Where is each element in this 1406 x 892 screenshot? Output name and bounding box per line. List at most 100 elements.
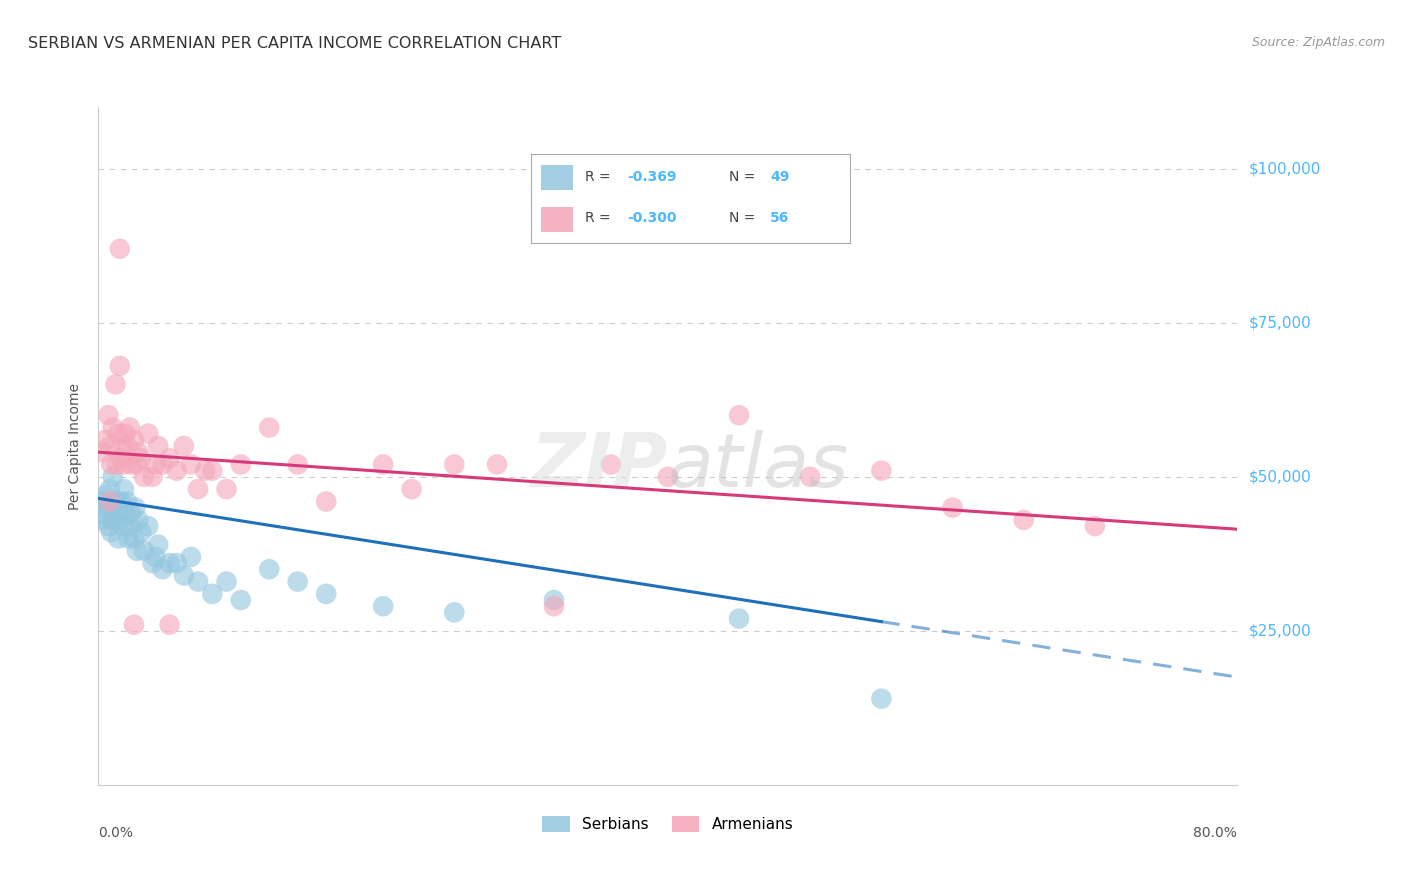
Point bbox=[110, 451, 132, 466]
Point bbox=[132, 470, 155, 484]
Point bbox=[98, 482, 121, 496]
Point bbox=[543, 599, 565, 614]
Point bbox=[118, 519, 141, 533]
Point bbox=[124, 500, 146, 515]
Point bbox=[136, 519, 159, 533]
Point bbox=[229, 458, 252, 472]
Text: 0.0%: 0.0% bbox=[98, 826, 134, 839]
Point bbox=[104, 377, 127, 392]
Point bbox=[180, 549, 202, 564]
Point bbox=[187, 482, 209, 496]
Point bbox=[132, 543, 155, 558]
Text: Source: ZipAtlas.com: Source: ZipAtlas.com bbox=[1251, 36, 1385, 49]
Point bbox=[97, 519, 120, 533]
Point bbox=[108, 242, 131, 256]
Point bbox=[259, 562, 281, 576]
Point bbox=[145, 458, 167, 472]
Point bbox=[94, 433, 117, 447]
Point bbox=[111, 519, 134, 533]
Point bbox=[315, 587, 337, 601]
Text: SERBIAN VS ARMENIAN PER CAPITA INCOME CORRELATION CHART: SERBIAN VS ARMENIAN PER CAPITA INCOME CO… bbox=[28, 36, 561, 51]
Text: $50,000: $50,000 bbox=[1249, 469, 1312, 484]
Point bbox=[486, 458, 509, 472]
Point bbox=[148, 538, 170, 552]
Point bbox=[104, 507, 127, 521]
Point bbox=[148, 439, 170, 453]
Point bbox=[315, 494, 337, 508]
Point bbox=[657, 470, 679, 484]
Point bbox=[173, 439, 195, 453]
Point bbox=[98, 439, 121, 453]
Point bbox=[125, 543, 148, 558]
Point bbox=[201, 464, 224, 478]
Text: $75,000: $75,000 bbox=[1249, 315, 1312, 330]
Point bbox=[122, 532, 145, 546]
Point bbox=[114, 507, 136, 521]
Point bbox=[287, 574, 309, 589]
Text: atlas: atlas bbox=[668, 430, 849, 502]
Point bbox=[229, 593, 252, 607]
Point bbox=[173, 568, 195, 582]
Point bbox=[145, 549, 167, 564]
Point bbox=[107, 532, 129, 546]
Point bbox=[215, 574, 238, 589]
Text: $25,000: $25,000 bbox=[1249, 624, 1312, 639]
Point bbox=[127, 513, 149, 527]
Point bbox=[97, 408, 120, 422]
Point bbox=[100, 525, 122, 540]
Point bbox=[215, 482, 238, 496]
Text: ZIP: ZIP bbox=[530, 430, 668, 503]
Point bbox=[110, 494, 132, 508]
Point bbox=[114, 426, 136, 441]
Point bbox=[201, 587, 224, 601]
Point bbox=[187, 574, 209, 589]
Point bbox=[870, 464, 893, 478]
Point bbox=[98, 494, 121, 508]
Point bbox=[159, 617, 181, 632]
Point bbox=[91, 507, 114, 521]
Point bbox=[101, 420, 124, 434]
Point bbox=[101, 513, 124, 527]
Point bbox=[942, 500, 965, 515]
Point bbox=[101, 470, 124, 484]
Point bbox=[120, 458, 142, 472]
Point bbox=[259, 420, 281, 434]
Point bbox=[401, 482, 423, 496]
Point bbox=[287, 458, 309, 472]
Legend: Serbians, Armenians: Serbians, Armenians bbox=[536, 810, 800, 838]
Point bbox=[443, 458, 465, 472]
Point bbox=[111, 439, 134, 453]
Point bbox=[115, 439, 138, 453]
Point bbox=[122, 617, 145, 632]
Point bbox=[129, 525, 152, 540]
Point bbox=[159, 556, 181, 570]
Point bbox=[129, 451, 152, 466]
Point bbox=[1012, 513, 1035, 527]
Point bbox=[118, 420, 141, 434]
Point bbox=[136, 426, 159, 441]
Point bbox=[180, 458, 202, 472]
Point bbox=[115, 494, 138, 508]
Point bbox=[93, 513, 115, 527]
Point bbox=[108, 359, 131, 373]
Point bbox=[105, 494, 128, 508]
Point bbox=[152, 562, 174, 576]
Point bbox=[141, 556, 163, 570]
Point bbox=[373, 599, 395, 614]
Point bbox=[105, 458, 128, 472]
Point bbox=[728, 611, 751, 625]
Point bbox=[159, 451, 181, 466]
Point bbox=[100, 458, 122, 472]
Point bbox=[141, 470, 163, 484]
Text: 80.0%: 80.0% bbox=[1194, 826, 1237, 839]
Y-axis label: Per Capita Income: Per Capita Income bbox=[69, 383, 83, 509]
Point bbox=[152, 458, 174, 472]
Point bbox=[127, 445, 149, 459]
Point bbox=[799, 470, 821, 484]
Point bbox=[166, 556, 188, 570]
Point bbox=[125, 458, 148, 472]
Point bbox=[443, 606, 465, 620]
Point bbox=[373, 458, 395, 472]
Point bbox=[91, 445, 114, 459]
Point bbox=[90, 494, 112, 508]
